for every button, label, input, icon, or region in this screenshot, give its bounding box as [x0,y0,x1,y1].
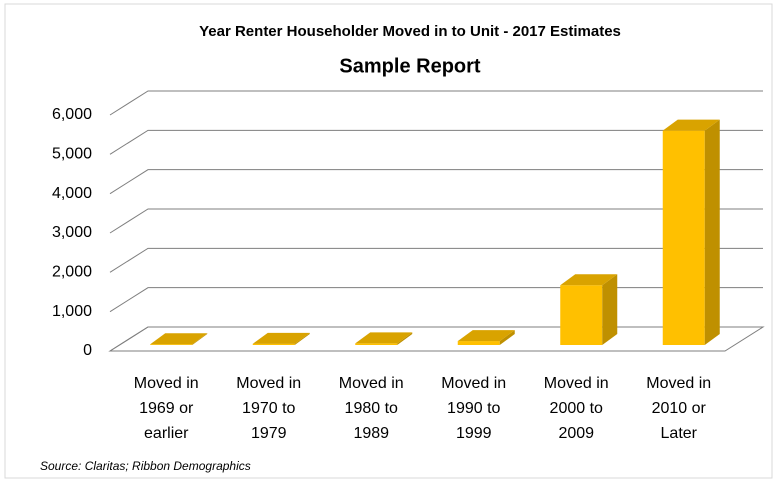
y-tick-label: 0 [83,342,92,359]
y-tick-label: 1,000 [52,303,92,320]
y-tick-label: 6,000 [52,106,92,123]
bar [457,330,515,345]
bar-side [704,119,720,345]
x-tick-line: earlier [144,425,189,442]
x-tick-line: Moved in [236,375,301,392]
bar-side [294,332,310,345]
x-tick-label: Moved in 2010 or Later [646,375,711,442]
x-tick-line: Moved in [544,375,609,392]
bar [252,332,310,345]
bar-side [192,333,208,345]
x-tick-label: Moved in 1990 to 1999 [441,375,506,442]
grid-line [109,208,763,234]
grid-line [109,287,763,313]
x-tick-label: Moved in 2000 to 2009 [544,375,609,442]
grid-line [109,90,763,116]
x-tick-line: 1999 [456,425,492,442]
x-tick-label: Moved in 1969 or earlier [134,375,199,442]
bar [560,274,618,345]
x-tick-line: Moved in [339,375,404,392]
x-tick-line: 1989 [353,425,389,442]
bar-top [150,333,208,345]
x-tick-line: 2010 or [652,400,707,417]
bar-top [560,274,618,286]
grid-line [109,169,763,195]
chart-subtitle: Sample Report [339,55,480,77]
x-tick-label: Moved in 1970 to 1979 [236,375,301,442]
bar-front [457,341,500,345]
bar [662,119,720,345]
bar-side [397,332,413,345]
bar-front [560,285,603,345]
bar-front [150,344,193,345]
x-tick-line: 1979 [251,425,287,442]
bar-side [602,274,618,345]
grid-line [109,326,763,352]
bar [355,332,413,345]
bar-front [355,343,398,345]
chart-title: Year Renter Householder Moved in to Unit… [199,23,621,40]
bar [150,333,208,345]
x-tick-label: Moved in 1980 to 1989 [339,375,404,442]
bar-front [252,343,295,345]
grid-line [109,129,763,155]
x-tick-line: 2009 [558,425,594,442]
x-tick-line: Moved in [441,375,506,392]
x-tick-line: 1970 to [242,400,295,417]
y-tick-label: 5,000 [52,146,92,163]
bar-top [252,332,310,344]
x-tick-line: Moved in [646,375,711,392]
y-tick-label: 3,000 [52,224,92,241]
y-tick-label: 2,000 [52,264,92,281]
chart-border [4,3,773,479]
bar-top [662,119,720,131]
bar-top [355,332,413,344]
x-tick-line: 1990 to [447,400,500,417]
bar-front [662,130,705,345]
y-tick-label: 4,000 [52,185,92,202]
grid-line [109,247,763,273]
x-tick-line: Later [661,425,698,442]
x-tick-line: 1969 or [139,400,194,417]
x-tick-line: Moved in [134,375,199,392]
bar-side [499,330,515,345]
source-note: Source: Claritas; Ribbon Demographics [40,459,251,473]
x-tick-line: 1980 to [345,400,398,417]
bar-top [457,330,515,342]
x-tick-line: 2000 to [550,400,603,417]
